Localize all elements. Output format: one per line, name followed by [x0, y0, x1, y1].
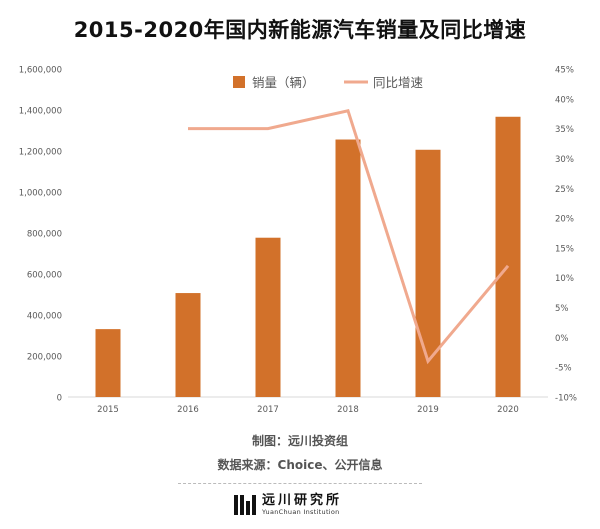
y-right-tick-label: -5%: [555, 364, 572, 374]
y-left-tick-label: 800,000: [27, 230, 62, 240]
footer-divider: [178, 483, 422, 484]
bar-2018: [335, 139, 361, 397]
line-series-growth: [187, 108, 510, 365]
y-left-tick-label: 1,400,000: [19, 107, 62, 117]
logo-name: 远川研究所: [262, 493, 343, 508]
y-left-tick-label: 200,000: [27, 353, 62, 363]
y-right-tick-label: 15%: [555, 244, 574, 254]
x-tick-label: 2018: [337, 405, 359, 415]
logo-subtitle: YuanChuan Institution: [262, 508, 340, 516]
y-left-tick-label: 1,200,000: [19, 148, 62, 158]
logo-mark-icon: [234, 495, 256, 515]
y-right-tick-label: -10%: [555, 394, 577, 404]
chart-title: 2015-2020年国内新能源汽车销量及同比增速: [73, 18, 527, 42]
x-tick-label: 2020: [497, 405, 519, 415]
y-right-tick-label: 45%: [555, 66, 574, 76]
y-left-tick-label: 400,000: [27, 312, 62, 322]
y-left-tick-label: 1,600,000: [19, 66, 62, 76]
bar-2015: [95, 329, 121, 397]
bar-2017: [255, 237, 281, 397]
y-left-tick-label: 0: [57, 394, 62, 404]
chart-legend: 销量（辆） 同比增速: [233, 75, 424, 90]
y-right-tick-label: 0%: [555, 334, 569, 344]
x-tick-label: 2015: [97, 405, 119, 415]
y-right-tick-label: 5%: [555, 304, 569, 314]
data-source-credit: 数据来源：Choice、公开信息: [217, 458, 383, 472]
y-right-tick-label: 40%: [555, 95, 574, 105]
brand-logo: 远川研究所 YuanChuan Institution: [234, 493, 342, 517]
y-right-tick-label: 35%: [555, 125, 574, 135]
legend-label-sales: 销量（辆）: [252, 75, 315, 90]
chart-maker-credit: 制图：远川投资组: [251, 434, 348, 448]
x-tick-label: 2016: [177, 405, 199, 415]
x-tick-label: 2017: [257, 405, 279, 415]
y-left-tick-label: 600,000: [27, 271, 62, 281]
legend-swatch-sales: [233, 76, 245, 88]
y-right-tick-label: 30%: [555, 155, 574, 165]
bar-2019: [415, 149, 441, 397]
y-left-tick-label: 1,000,000: [19, 189, 62, 199]
bar-2016: [175, 293, 201, 397]
x-tick-label: 2019: [417, 405, 439, 415]
bar-series-sales: [95, 116, 521, 397]
y-right-tick-label: 20%: [555, 215, 574, 225]
chart-axes: 0 200,000 400,000 600,000 800,000 1,000,000 1,…: [19, 66, 577, 416]
y-right-tick-label: 10%: [555, 274, 574, 284]
bar-2020: [495, 116, 521, 397]
y-right-tick-label: 25%: [555, 185, 574, 195]
legend-label-growth: 同比增速: [373, 75, 424, 90]
